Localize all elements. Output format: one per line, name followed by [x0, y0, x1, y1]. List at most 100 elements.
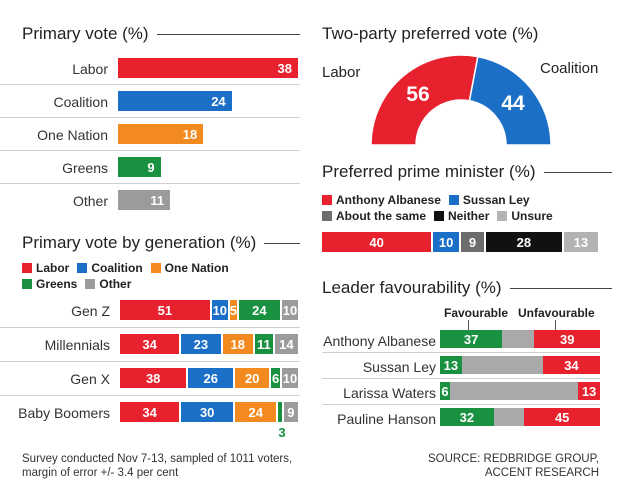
primary-vote-title: Primary vote (%) — [22, 24, 149, 43]
generation-legend-label-coalition: Coalition — [91, 261, 143, 275]
generation-segment-gen-x-one-nation: 20 — [235, 368, 272, 388]
ppm-legend-item-unsure: Unsure — [497, 208, 553, 224]
generation-segment-gen-x-greens: 6 — [271, 368, 282, 388]
primary-bar-one-nation: 18 — [118, 124, 204, 144]
generation-label-millennials: Millennials — [44, 337, 110, 353]
generation-segment-baby-boomers-coalition: 30 — [181, 402, 236, 422]
ppm-legend-item-anthony-albanese: Anthony Albanese — [322, 192, 441, 208]
generation-label-gen-z: Gen Z — [71, 303, 110, 319]
generation-bar-gen-z: 51 10 5 24 10 — [120, 300, 300, 320]
generation-bar-millennials: 34 23 18 11 14 — [120, 334, 300, 354]
primary-bar-greens: 9 — [118, 157, 161, 177]
generation-chart: Gen Z 51 10 5 24 10 Millennials 34 23 18 11 14 Gen X… — [0, 300, 310, 440]
primary-vote-header: Primary vote (%) — [22, 24, 300, 44]
ppm-legend-label-neither: Neither — [448, 209, 490, 223]
generation-legend-swatch-coalition — [77, 263, 88, 273]
primary-label-labor: Labor — [72, 61, 108, 77]
generation-legend-item-labor: Labor — [22, 260, 69, 276]
generation-bar-gen-x: 38 26 20 6 10 — [120, 368, 300, 388]
ppm-legend-swatch-neither — [434, 211, 445, 221]
generation-legend-item-coalition: Coalition — [77, 260, 143, 276]
generation-segment-gen-z-greens: 24 — [238, 300, 282, 320]
ppm-segment-unsure: 13 — [563, 232, 600, 252]
fav-unfavourable-larissa-waters: 13 — [578, 382, 600, 400]
generation-separator — [0, 327, 300, 328]
tpp-coalition-label: Coalition — [540, 60, 599, 77]
ppm-header: Preferred prime minister (%) — [322, 162, 612, 182]
fav-favourable-anthony-albanese: 37 — [440, 330, 503, 348]
generation-legend-label-one-nation: One Nation — [164, 261, 229, 275]
generation-segment-baby-boomers-one-nation: 24 — [235, 402, 279, 422]
primary-separator — [0, 84, 300, 85]
footer-source: SOURCE: REDBRIDGE GROUP, ACCENT RESEARCH — [428, 452, 599, 480]
fav-col-tick-unfavourable — [555, 320, 556, 330]
generation-segment-millennials-coalition: 23 — [181, 334, 223, 354]
fav-label-larissa-waters: Larissa Waters — [343, 385, 436, 401]
tpp-title: Two-party preferred vote (%) — [322, 24, 539, 43]
ppm-segment-sussan-ley: 10 — [433, 232, 461, 252]
ppm-legend-item-about-the-same: About the same — [322, 208, 426, 224]
fav-unfavourable-sussan-ley: 34 — [542, 356, 600, 374]
fav-col-favourable: Favourable — [444, 306, 509, 320]
ppm-legend: Anthony Albanese Sussan Ley About the same… — [322, 192, 612, 224]
generation-outside-value-baby-boomers-greens: 3 — [278, 425, 286, 440]
generation-segment-gen-z-labor: 51 — [120, 300, 212, 320]
generation-rule — [264, 242, 300, 244]
fav-label-sussan-ley: Sussan Ley — [362, 359, 436, 375]
ppm-legend-item-neither: Neither — [434, 208, 489, 224]
generation-legend-item-greens: Greens — [22, 276, 77, 292]
generation-segment-gen-x-coalition: 26 — [188, 368, 236, 388]
generation-segment-gen-z-one-nation: 5 — [229, 300, 239, 320]
fav-col-unfavourable: Unfavourable — [518, 306, 595, 320]
fav-label-anthony-albanese: Anthony Albanese — [323, 333, 436, 349]
fav-rule — [509, 287, 612, 289]
fav-label-pauline-hanson: Pauline Hanson — [337, 411, 436, 427]
generation-segment-millennials-labor: 34 — [120, 334, 182, 354]
generation-separator — [0, 361, 300, 362]
primary-vote-rule — [156, 33, 300, 35]
ppm-segment-neither: 28 — [486, 232, 564, 252]
generation-segment-gen-z-other: 10 — [281, 300, 300, 320]
ppm-rule — [543, 171, 612, 173]
footer-note-line2: margin of error +/- 3.4 per cent — [22, 467, 179, 479]
generation-legend-swatch-other — [85, 279, 96, 289]
footer-source-line2: ACCENT RESEARCH — [484, 467, 599, 479]
footer-source-line1: SOURCE: REDBRIDGE GROUP, — [427, 453, 599, 465]
primary-label-coalition: Coalition — [53, 94, 108, 110]
tpp-header: Two-party preferred vote (%) — [322, 24, 612, 44]
fav-favourable-larissa-waters: 6 — [440, 382, 451, 400]
generation-segment-millennials-other: 14 — [274, 334, 300, 354]
fav-unfavourable-pauline-hanson: 45 — [524, 408, 600, 426]
ppm-legend-label-anthony-albanese: Anthony Albanese — [336, 193, 441, 207]
ppm-legend-swatch-sussan-ley — [448, 195, 459, 205]
generation-segment-baby-boomers-other: 9 — [283, 402, 300, 422]
ppm-title: Preferred prime minister (%) — [322, 162, 536, 181]
tpp-slice-labor — [370, 54, 479, 146]
generation-segment-millennials-one-nation: 18 — [222, 334, 255, 354]
generation-segment-millennials-greens: 11 — [254, 334, 275, 354]
ppm-legend-swatch-unsure — [497, 211, 508, 221]
fav-chart: Anthony Albanese 37 39 Sussan Ley 13 34 Lariss… — [322, 330, 612, 440]
footer-note: Survey conducted Nov 7-13, sampled of 10… — [22, 452, 292, 480]
ppm-stacked-bar: 40 10 9 28 13 — [322, 232, 600, 252]
tpp-value-labor: 56 — [406, 83, 429, 106]
ppm-legend-label-unsure: Unsure — [511, 209, 553, 223]
tpp-labor-label: Labor — [322, 64, 361, 81]
ppm-legend-swatch-anthony-albanese — [322, 195, 332, 205]
generation-segment-gen-z-coalition: 10 — [211, 300, 230, 320]
primary-label-other: Other — [72, 193, 108, 209]
generation-legend-swatch-labor — [22, 263, 32, 273]
generation-label-baby-boomers: Baby Boomers — [18, 405, 110, 421]
fav-col-tick-favourable — [468, 320, 469, 330]
generation-legend-label-greens: Greens — [36, 277, 78, 291]
generation-segment-baby-boomers-labor: 34 — [120, 402, 182, 422]
primary-vote-chart: Labor 38 Coalition 24 One Nation 18 Greens 9 Oth… — [0, 58, 310, 228]
generation-legend-item-one-nation: One Nation — [150, 260, 229, 276]
fav-track-larissa-waters — [440, 382, 600, 400]
ppm-segment-anthony-albanese: 40 — [322, 232, 434, 252]
fav-favourable-pauline-hanson: 32 — [440, 408, 494, 426]
generation-legend-label-labor: Labor — [36, 261, 70, 275]
generation-bar-baby-boomers: 34 30 24 9 — [120, 402, 300, 422]
ppm-legend-item-sussan-ley: Sussan Ley — [448, 192, 530, 208]
fav-separator — [322, 378, 600, 379]
